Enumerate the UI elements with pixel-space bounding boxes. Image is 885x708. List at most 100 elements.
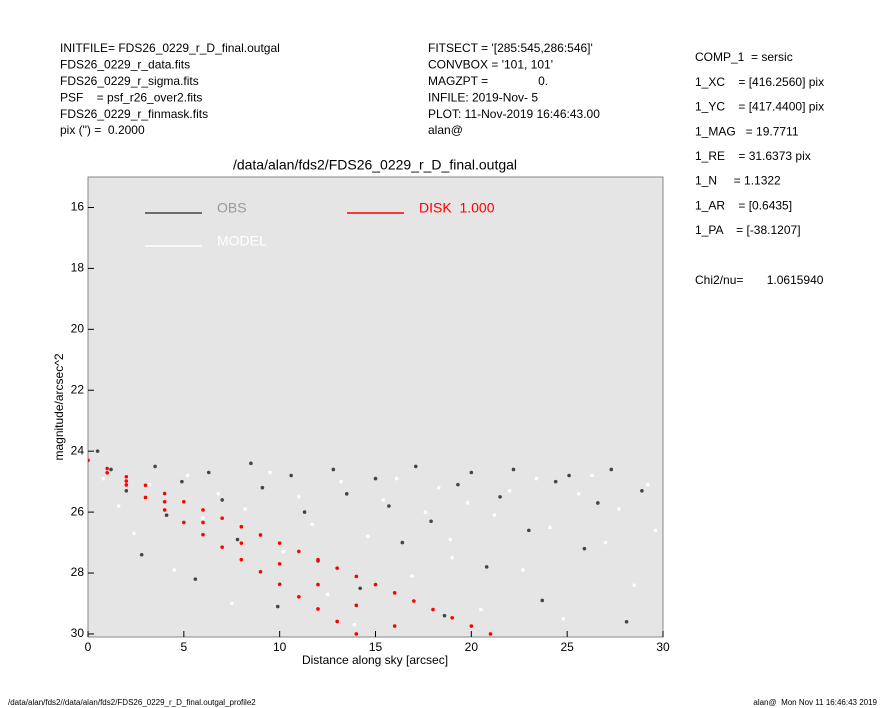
info-right: 1_XC = [416.2560] pix	[695, 75, 824, 89]
point	[281, 549, 286, 554]
point	[147, 482, 152, 487]
point	[220, 545, 224, 549]
point	[124, 488, 129, 493]
plot-area	[87, 176, 664, 638]
point	[143, 483, 148, 488]
point	[521, 568, 525, 572]
point	[239, 524, 244, 529]
point	[105, 466, 109, 471]
point	[582, 546, 587, 551]
info-middle: INFILE: 2019-Nov- 5	[428, 90, 538, 104]
point	[590, 473, 594, 478]
x-tick-label: 25	[560, 640, 574, 654]
point	[193, 577, 198, 581]
point	[124, 483, 129, 487]
point	[277, 582, 282, 587]
point	[387, 504, 391, 508]
point	[277, 541, 282, 545]
point	[172, 568, 177, 572]
point	[484, 565, 489, 569]
point	[249, 461, 253, 466]
point	[354, 632, 359, 636]
point	[258, 533, 263, 537]
point	[339, 479, 343, 484]
info-left: PSF = psf_r26_over2.fits	[60, 90, 202, 104]
info-left: pix (") = 0.2000	[60, 123, 145, 137]
chi2: Chi2/nu= 1.0615940	[695, 273, 824, 287]
point	[436, 485, 441, 490]
info-middle: FITSECT = '[285:545,286:546]'	[428, 41, 593, 55]
y-axis-label: magnitude/arcsec^2	[52, 353, 66, 460]
point	[465, 501, 470, 505]
info-middle: MAGZPT = 0.	[428, 74, 548, 88]
point	[540, 598, 545, 603]
point	[139, 552, 144, 557]
point	[201, 508, 205, 512]
point	[260, 485, 265, 490]
point	[429, 519, 433, 524]
point	[527, 528, 531, 533]
x-tick-label: 5	[180, 640, 187, 654]
point	[124, 474, 129, 479]
point	[373, 582, 378, 587]
point	[596, 501, 600, 505]
info-left: FDS26_0229_r_sigma.fits	[60, 74, 199, 88]
point	[645, 482, 650, 487]
point	[310, 522, 315, 527]
point	[143, 495, 148, 500]
legend-label: DISK 1.000	[419, 200, 495, 216]
x-tick-label: 0	[85, 640, 92, 654]
point	[297, 495, 301, 499]
point	[617, 507, 621, 511]
point	[442, 613, 447, 618]
point	[392, 591, 397, 595]
point	[316, 582, 320, 587]
y-tick-label: 28	[71, 565, 85, 579]
point	[603, 540, 608, 545]
point	[132, 531, 136, 536]
info-left: FDS26_0229_r_finmask.fits	[60, 107, 208, 121]
point	[316, 607, 320, 611]
point	[124, 479, 129, 483]
footer-right: alan@ Mon Nov 11 16:46:43 2019	[753, 698, 877, 707]
y-tick-label: 26	[71, 504, 85, 518]
point	[153, 464, 157, 469]
point	[394, 476, 399, 481]
point	[492, 513, 497, 517]
point	[412, 599, 416, 603]
point	[640, 488, 644, 493]
info-right: 1_YC = [417.4400] pix	[695, 100, 824, 114]
point	[448, 537, 453, 542]
y-tick-label: 16	[71, 200, 85, 214]
point	[243, 507, 247, 511]
point	[488, 632, 493, 636]
x-tick-label: 30	[656, 640, 670, 654]
info-middle: CONVBOX = '101, 101'	[428, 58, 553, 72]
point	[88, 458, 90, 463]
y-tick-label: 30	[71, 626, 85, 640]
point	[289, 473, 293, 478]
y-tick-label: 22	[71, 382, 85, 396]
point	[162, 508, 167, 512]
point	[507, 488, 512, 493]
point	[109, 467, 113, 472]
point	[331, 467, 336, 472]
point	[206, 470, 211, 475]
chart-title: /data/alan/fds2/FDS26_0229_r_D_final.out…	[233, 157, 517, 173]
point	[609, 467, 614, 472]
point	[277, 562, 282, 566]
point	[220, 516, 224, 520]
info-right: 1_PA = [-38.1207]	[695, 223, 801, 237]
point	[450, 616, 454, 620]
point	[479, 607, 483, 612]
legend-label: OBS	[217, 200, 247, 216]
point	[624, 619, 629, 624]
y-tick-label: 18	[71, 261, 85, 275]
info-left: INITFILE= FDS26_0229_r_D_final.outgal	[60, 41, 280, 55]
point	[185, 473, 190, 478]
point	[216, 492, 221, 496]
point	[498, 495, 502, 499]
info-middle: alan@	[428, 123, 463, 137]
point	[653, 528, 658, 533]
info-right: 1_MAG = 19.7711	[695, 124, 799, 138]
